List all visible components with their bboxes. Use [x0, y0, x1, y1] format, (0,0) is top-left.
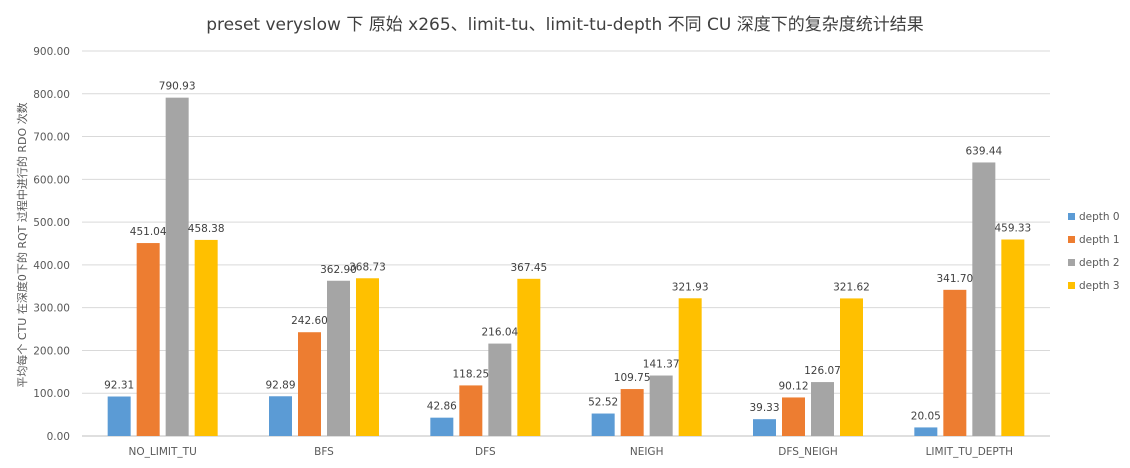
y-tick-label: 800.00 [33, 89, 70, 101]
bar [649, 375, 673, 436]
bar [972, 162, 996, 436]
y-tick-label: 0.00 [47, 431, 70, 443]
bars [107, 97, 1025, 437]
bar [136, 243, 160, 436]
x-tick-label: DFS_NEIGH [778, 446, 837, 458]
x-tick-label: BFS [314, 446, 334, 458]
x-tick-label: DFS [475, 446, 496, 458]
bar [811, 382, 834, 436]
data-label: 367.45 [510, 262, 547, 274]
bar [430, 417, 454, 436]
legend-swatch [1068, 236, 1075, 243]
legend-label: depth 2 [1079, 257, 1120, 269]
bar [678, 298, 702, 436]
bar [620, 389, 644, 436]
legend: depth 0 depth 1 depth 2 depth 3 [1068, 211, 1120, 292]
y-axis-ticks: 0.00 100.00 200.00 300.00 400.00 500.00 600.00… [33, 46, 70, 443]
y-axis-title: 平均每个 CTU 在深度0下的 RQT 过程中进行的 RDO 次数 [15, 102, 29, 387]
data-label: 109.75 [614, 372, 651, 384]
data-label: 321.93 [672, 281, 709, 293]
x-tick-label: NO_LIMIT_TU [129, 446, 197, 458]
bar [327, 280, 350, 436]
y-tick-label: 700.00 [33, 132, 70, 144]
data-label: 451.04 [130, 226, 167, 238]
data-label: 459.33 [994, 223, 1031, 235]
legend-swatch [1068, 259, 1075, 266]
bar [591, 413, 615, 436]
data-label: 52.52 [588, 397, 618, 409]
bar [165, 97, 189, 437]
legend-label: depth 3 [1079, 280, 1120, 292]
legend-swatch [1068, 282, 1075, 289]
bar [517, 278, 541, 436]
data-label: 362.90 [320, 264, 357, 276]
data-label: 20.05 [911, 410, 941, 422]
data-label: 118.25 [452, 368, 489, 380]
bar [194, 239, 218, 436]
x-tick-label: LIMIT_TU_DEPTH [926, 446, 1013, 458]
data-label: 639.44 [965, 145, 1002, 157]
legend-swatch [1068, 213, 1075, 220]
data-label: 321.62 [833, 281, 870, 293]
gridlines [82, 50, 1050, 437]
data-label: 39.33 [749, 402, 779, 414]
bar [1001, 239, 1025, 436]
bar [753, 419, 776, 436]
y-tick-label: 500.00 [33, 217, 70, 229]
bar [298, 332, 321, 436]
data-label: 341.70 [936, 273, 973, 285]
y-tick-label: 900.00 [33, 46, 70, 58]
legend-label: depth 0 [1079, 211, 1120, 223]
data-label: 790.93 [159, 81, 196, 93]
data-label: 216.04 [481, 327, 518, 339]
data-label: 126.07 [804, 365, 841, 377]
data-label: 368.73 [349, 261, 386, 273]
x-tick-label: NEIGH [630, 446, 664, 458]
bar [356, 278, 379, 436]
data-label: 42.86 [427, 401, 457, 413]
data-label: 458.38 [188, 223, 225, 235]
bar [782, 397, 805, 436]
x-axis-ticks: NO_LIMIT_TU BFS DFS NEIGH DFS_NEIGH LIMIT_TU_… [129, 446, 1014, 458]
bar [943, 289, 967, 436]
data-labels: 92.31 451.04 790.93 458.38 92.89 242.60 362.90… [104, 81, 1031, 423]
bar [459, 385, 483, 436]
y-tick-label: 200.00 [33, 345, 70, 357]
bar [269, 396, 292, 436]
bar [840, 298, 863, 436]
y-tick-label: 600.00 [33, 174, 70, 186]
y-tick-label: 300.00 [33, 303, 70, 315]
data-label: 92.31 [104, 380, 134, 392]
y-tick-label: 100.00 [33, 388, 70, 400]
y-tick-label: 400.00 [33, 260, 70, 272]
data-label: 242.60 [291, 315, 328, 327]
bar [107, 396, 131, 436]
chart-title: preset veryslow 下 原始 x265、limit-tu、limit… [206, 15, 924, 35]
data-label: 90.12 [778, 380, 808, 392]
data-label: 92.89 [265, 379, 295, 391]
data-label: 141.37 [643, 359, 680, 371]
legend-label: depth 1 [1079, 234, 1120, 246]
bar [488, 343, 512, 436]
bar [914, 427, 938, 436]
